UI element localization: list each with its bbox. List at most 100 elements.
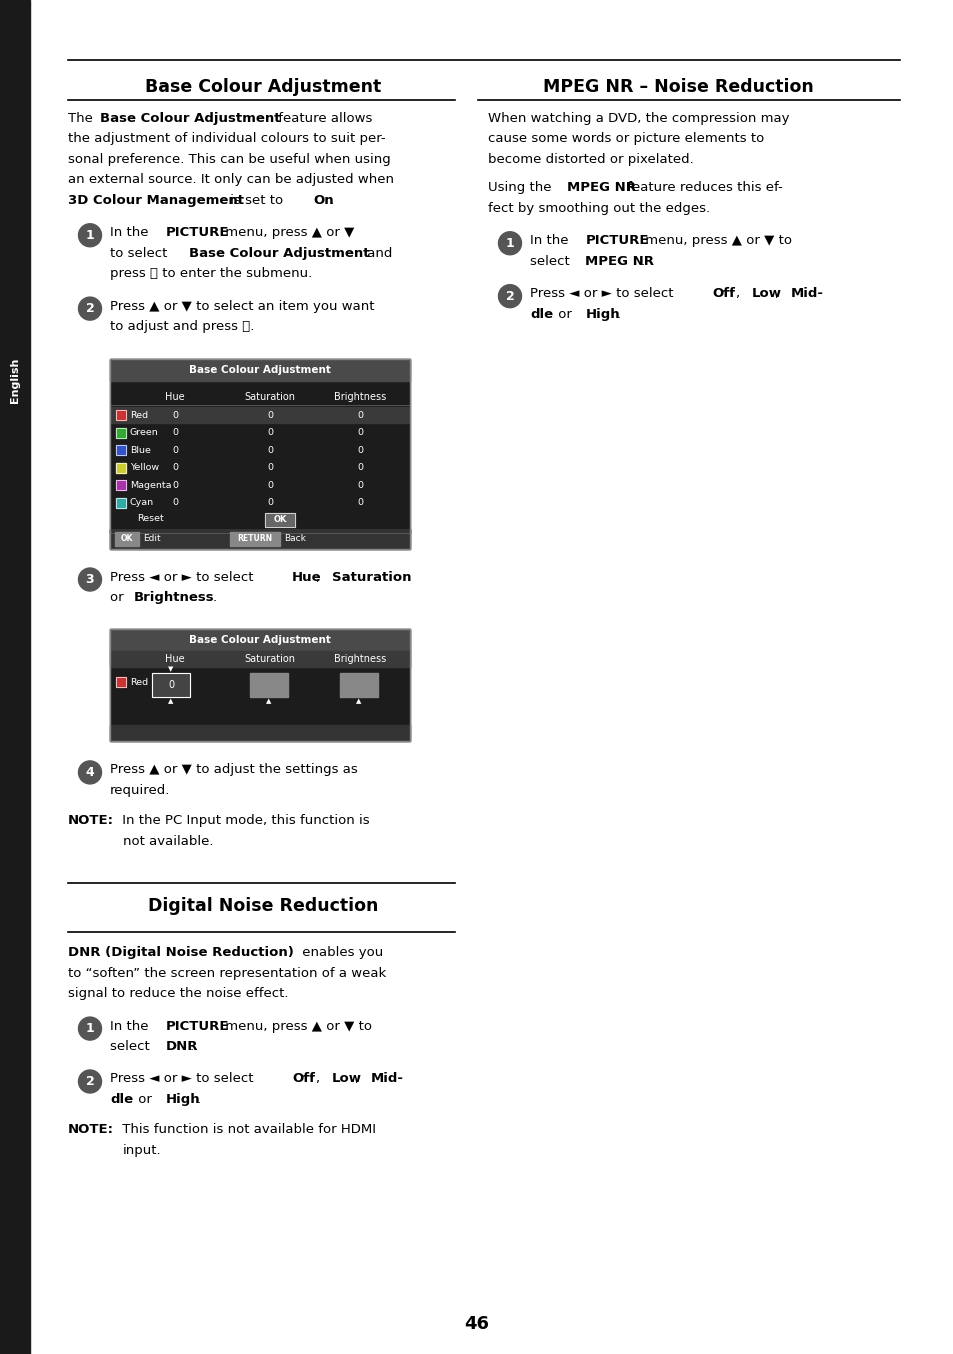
Text: 0: 0 [356,428,363,437]
Bar [152,673,190,697]
Text: ,: , [315,1072,324,1086]
Text: or: or [553,307,576,321]
Text: Mid-: Mid- [371,1072,404,1086]
Circle shape [78,297,101,320]
Text: 0: 0 [172,498,178,508]
Text: 0: 0 [267,463,273,473]
Text: to “soften” the screen representation of a weak: to “soften” the screen representation of… [68,967,386,980]
Bar [339,673,377,697]
Text: 2: 2 [86,1075,94,1089]
Text: 0: 0 [356,481,363,490]
Circle shape [78,1017,101,1040]
Text: Low: Low [332,1072,361,1086]
Text: 0: 0 [356,410,363,420]
Bar [110,726,410,742]
Text: 0: 0 [172,463,178,473]
Text: Back: Back [284,533,306,543]
Bar [116,445,126,455]
Text: In the: In the [110,1020,152,1033]
Bar [116,498,126,508]
Text: enables you: enables you [297,946,382,959]
Text: In the: In the [110,226,152,240]
Text: press ⓞ to enter the submenu.: press ⓞ to enter the submenu. [110,267,312,280]
Text: 1: 1 [86,1022,94,1034]
Bar [265,513,294,527]
Text: feature reduces this ef-: feature reduces this ef- [622,181,781,195]
Text: Using the: Using the [488,181,556,195]
Text: or: or [133,1093,155,1106]
Bar [152,673,190,697]
Text: .: . [640,255,644,268]
Text: Off: Off [711,287,735,301]
Text: to adjust and press ⓞ.: to adjust and press ⓞ. [110,320,254,333]
Text: High: High [165,1093,200,1106]
Text: English: English [10,357,20,402]
Text: DNR (Digital Noise Reduction): DNR (Digital Noise Reduction) [68,946,294,959]
Bar [116,463,126,473]
Text: ,: , [775,287,783,301]
Bar [110,651,410,668]
Text: .: . [213,590,217,604]
Text: Base Colour Adjustment: Base Colour Adjustment [145,79,381,96]
Text: PICTURE: PICTURE [585,234,648,248]
Bar [116,677,126,688]
Text: Red: Red [130,678,148,686]
Text: Press ◄ or ► to select: Press ◄ or ► to select [110,1072,257,1086]
Text: 0: 0 [172,445,178,455]
Circle shape [498,232,521,255]
Text: MPEG NR: MPEG NR [567,181,636,195]
Text: Saturation: Saturation [244,654,295,665]
Circle shape [78,223,101,246]
Bar [116,498,126,508]
Text: OK: OK [121,533,133,543]
Text: Hue: Hue [165,654,185,665]
Text: Press ◄ or ► to select: Press ◄ or ► to select [530,287,677,301]
Bar [110,359,410,548]
Bar [116,428,126,437]
Text: or: or [110,590,128,604]
Text: MPEG NR – Noise Reduction: MPEG NR – Noise Reduction [542,79,813,96]
Text: become distorted or pixelated.: become distorted or pixelated. [488,153,693,167]
Text: 46: 46 [464,1315,489,1332]
Text: cause some words or picture elements to: cause some words or picture elements to [488,133,763,145]
Text: to select: to select [110,246,172,260]
Text: Red: Red [130,410,148,420]
Bar [110,528,410,548]
Text: dle: dle [110,1093,133,1106]
Text: feature allows: feature allows [274,112,372,125]
Text: sonal preference. This can be useful when using: sonal preference. This can be useful whe… [68,153,391,167]
Text: ,: , [735,287,743,301]
Text: the adjustment of individual colours to suit per-: the adjustment of individual colours to … [68,133,385,145]
Text: not available.: not available. [123,835,213,848]
Text: 2: 2 [86,302,94,315]
Text: Reset: Reset [136,515,163,523]
Text: Base Colour Adjustment: Base Colour Adjustment [189,246,369,260]
Text: input.: input. [123,1144,161,1156]
Text: 1: 1 [505,237,514,249]
Text: Saturation: Saturation [332,570,411,584]
Text: menu, press ▲ or ▼: menu, press ▲ or ▼ [220,226,354,240]
Text: 0: 0 [267,410,273,420]
Text: PICTURE: PICTURE [165,1020,229,1033]
Text: 0: 0 [267,445,273,455]
Bar [116,445,126,455]
Text: fect by smoothing out the edges.: fect by smoothing out the edges. [488,202,709,215]
Text: Low: Low [751,287,781,301]
Text: 0: 0 [267,481,273,490]
Text: .: . [617,307,620,321]
Text: 2: 2 [505,290,514,303]
Bar [116,410,126,420]
Text: OK: OK [273,515,287,524]
Text: 4: 4 [86,766,94,779]
Text: Digital Noise Reduction: Digital Noise Reduction [148,898,377,915]
Text: 0: 0 [267,428,273,437]
Bar [110,630,410,742]
Text: ▲: ▲ [266,699,272,704]
Text: Press ◄ or ► to select: Press ◄ or ► to select [110,570,257,584]
Text: Green: Green [130,428,158,437]
Text: 0: 0 [168,681,173,691]
Text: Magenta: Magenta [130,481,172,490]
Bar [115,532,139,546]
Text: RETURN: RETURN [237,533,273,543]
Text: Edit: Edit [143,533,160,543]
